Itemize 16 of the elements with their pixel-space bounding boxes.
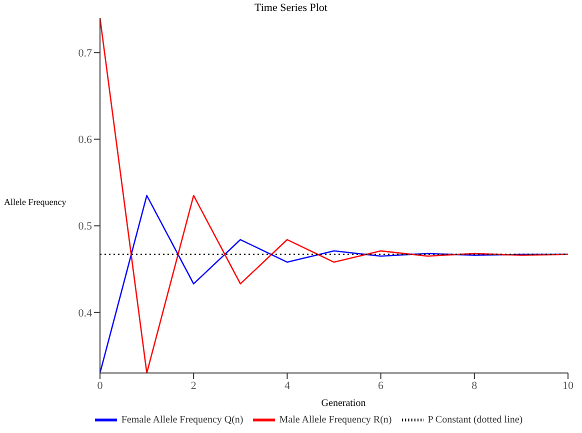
legend-label: Male Allele Frequency R(n) xyxy=(279,414,392,426)
x-tick-label: 8 xyxy=(472,380,478,392)
x-axis-title: Generation xyxy=(320,398,367,409)
y-tick-label: 0.5 xyxy=(78,220,92,233)
legend-label: Female Allele Frequency Q(n) xyxy=(121,414,244,426)
x-tick-label: 4 xyxy=(284,380,290,392)
chart-title: Time Series Plot xyxy=(254,2,328,14)
x-tick-label: 6 xyxy=(378,380,384,392)
y-tick-label: 0.6 xyxy=(78,134,92,146)
y-tick-label: 0.7 xyxy=(78,48,92,60)
y-tick-label: 0.4 xyxy=(78,307,92,320)
y-axis-title: Allele Frequency xyxy=(4,197,66,207)
x-tick-label: 10 xyxy=(562,380,574,392)
legend-label: P Constant (dotted line) xyxy=(428,414,523,426)
x-tick-label: 2 xyxy=(190,380,196,392)
x-tick-label: 0 xyxy=(97,380,104,392)
